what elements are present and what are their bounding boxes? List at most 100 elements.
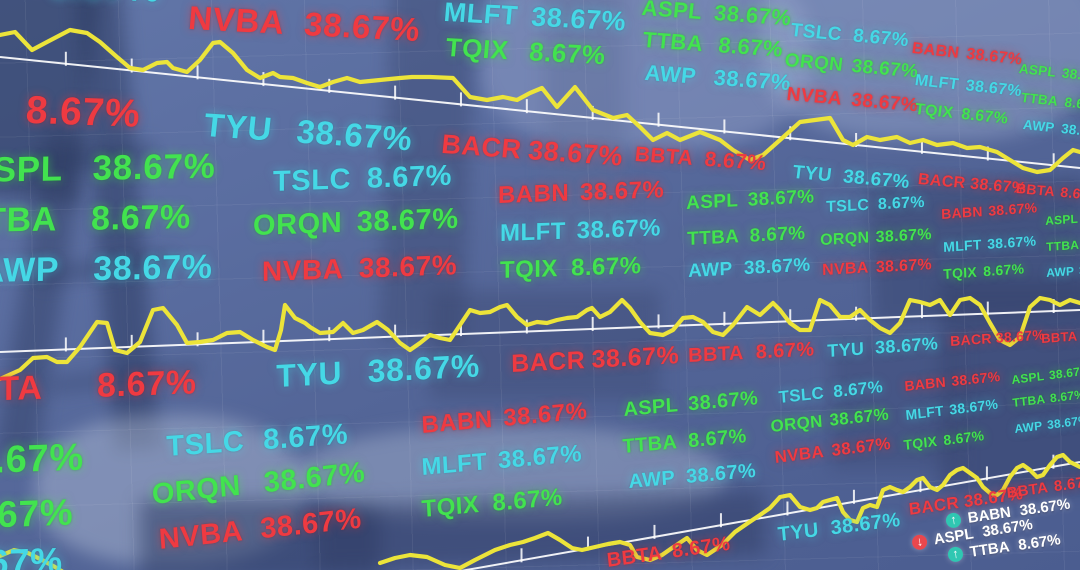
ticker-change-value: 8.67% (528, 36, 607, 71)
ticker-change-value: 38.67% (1046, 412, 1080, 432)
ticker-quote: ORQN 38.67% (253, 203, 459, 242)
ticker-symbol: ASPL (622, 394, 679, 421)
ticker-quote: ASPL 38.67% (0, 146, 216, 191)
ticker-quote: MLFT 38.67% (943, 232, 1037, 255)
ticker-change-value: 38.67% (685, 459, 757, 488)
ticker-symbol: BACR (917, 171, 967, 193)
ticker-symbol: TSLC (273, 163, 351, 199)
ticker-quote: BACR 38.67% (917, 171, 1027, 197)
ticker-symbol: TTBA (1011, 391, 1046, 410)
ticker-change-value: 38.67% (829, 508, 902, 540)
ticker-change-value: 38.67% (964, 77, 1023, 101)
ticker-change-value: 38.67% (0, 436, 84, 484)
ticker-change-value: 38.67% (747, 186, 815, 211)
ticker-change-value: 38.67% (502, 397, 589, 432)
ticker-change-value: 38.67% (830, 433, 892, 460)
ticker-change-value: 8.67% (48, 0, 162, 11)
ticker-quote: MLFT 38.67% (905, 395, 999, 423)
ticker-symbol: AWP (1022, 117, 1056, 136)
ticker-quote: MLFT 38.67% (914, 72, 1023, 101)
ticker-symbol: TQIX (500, 254, 558, 285)
ticker-change-value: 38.67% (92, 146, 216, 188)
ticker-symbol: TTBA (1020, 90, 1060, 109)
ticker-quote: BABN 38.67% (904, 368, 1001, 394)
ticker-quote: ORQN 38.67% (151, 456, 367, 511)
ticker-quote: ORQN 38.67% (784, 50, 920, 83)
ticker-change-value: 8.67% (670, 532, 732, 563)
ticker-quote: BABN 38.67% (911, 40, 1024, 68)
ticker-change-value: 8.67% (366, 159, 453, 195)
ticker-change-value: 38.67% (948, 395, 999, 418)
ticker-symbol: BBTA (1015, 180, 1056, 200)
ticker-quote: TSLC 8.67% (273, 159, 453, 199)
ticker-change-value: 8.67% (755, 338, 815, 364)
ticker-symbol: MLFT (420, 448, 488, 481)
ticker-symbol: TTBA (686, 226, 740, 251)
ticker-change-value: 38.67% (262, 456, 367, 500)
ticker-change-value: 38.67% (743, 254, 811, 280)
ticker-symbol: NVBA (785, 84, 844, 110)
ticker-quote: ASPL 38.67% (622, 387, 759, 421)
ticker-change-value: 38.67% (497, 439, 583, 475)
ticker-symbol: MLFT (442, 0, 520, 31)
ticker-symbol: TQIX (913, 101, 955, 122)
ticker-symbol: TTBA (641, 27, 705, 57)
ticker-symbol: TSLC (825, 196, 870, 217)
ticker-change-value: 38.67% (995, 326, 1046, 346)
up-arrow-icon: ↑ (945, 512, 963, 530)
down-arrow-icon: ↓ (911, 534, 929, 552)
ticker-symbol: ASPL (1010, 368, 1045, 387)
ticker-quote: NVBA 38.67% (821, 256, 933, 280)
ticker-change-value: 8.67% (1053, 472, 1080, 496)
ticker-change-value: 8.67% (90, 198, 192, 238)
ticker-change-value: 38.67% (687, 387, 759, 416)
ticker-quote: TYU 38.67% (777, 508, 902, 546)
ticker-change-value: 8.67% (24, 88, 142, 136)
ticker-change-value: 38.67% (986, 232, 1037, 252)
ticker-symbol: MLFT (500, 217, 566, 248)
ticker-quote: TQIX 8.67% (421, 483, 564, 523)
ticker-quote: BACR 38.67% (511, 341, 680, 378)
ticker-change-value: 38.67% (875, 226, 932, 247)
ticker-symbol: TSLC (777, 383, 825, 407)
ticker-symbol: TQIX (942, 263, 978, 282)
ticker-change-value: 38.67% (841, 166, 911, 194)
ticker-change-value: 38.67% (591, 341, 680, 374)
ticker-symbol: TYU (791, 162, 834, 187)
ticker-symbol: TTBA (1045, 237, 1080, 254)
ticker-quote: TSLC 8.67% (166, 418, 349, 463)
ticker-symbol: NVBA (186, 0, 287, 41)
ticker-change-value: 38.67% (92, 247, 213, 289)
ticker-change-value: 38.67% (850, 89, 920, 117)
ticker-symbol: BBTA (1040, 328, 1078, 346)
ticker-quote: TQIX 8.67% (903, 427, 985, 453)
ticker-change-value: 38.67% (875, 256, 933, 277)
ticker-change-value: 8.67% (1063, 94, 1080, 114)
ticker-symbol: ASPL (0, 149, 64, 191)
ticker-change-value: 8.67% (851, 25, 910, 52)
ticker-symbol: TTBA (621, 431, 678, 458)
ticker-change-value: 38.67% (988, 199, 1038, 219)
ticker-quote: NVBA 38.67% (773, 433, 892, 467)
ticker-change-value: 38.67% (579, 176, 665, 207)
ticker-symbol: BBTA (687, 342, 744, 368)
ticker-symbol: NVBA (773, 441, 825, 467)
ticker-symbol: BBTA (1005, 479, 1050, 502)
ticker-symbol: BABN (420, 405, 494, 439)
ticker-symbol: AWP (687, 258, 733, 283)
ticker-quote: TQIX 8.67% (500, 252, 641, 285)
ticker-change-value: 38.67% (302, 5, 422, 49)
ticker-change-value: 8.67% (491, 483, 564, 517)
ticker-symbol: NVBA (821, 259, 869, 280)
ticker-quote: 8.67% (1, 88, 142, 136)
ticker-symbol: TSLC (789, 20, 844, 46)
ticker-change-value: 38.67% (828, 404, 890, 430)
ticker-quote: MLFT 38.67% (420, 439, 583, 481)
